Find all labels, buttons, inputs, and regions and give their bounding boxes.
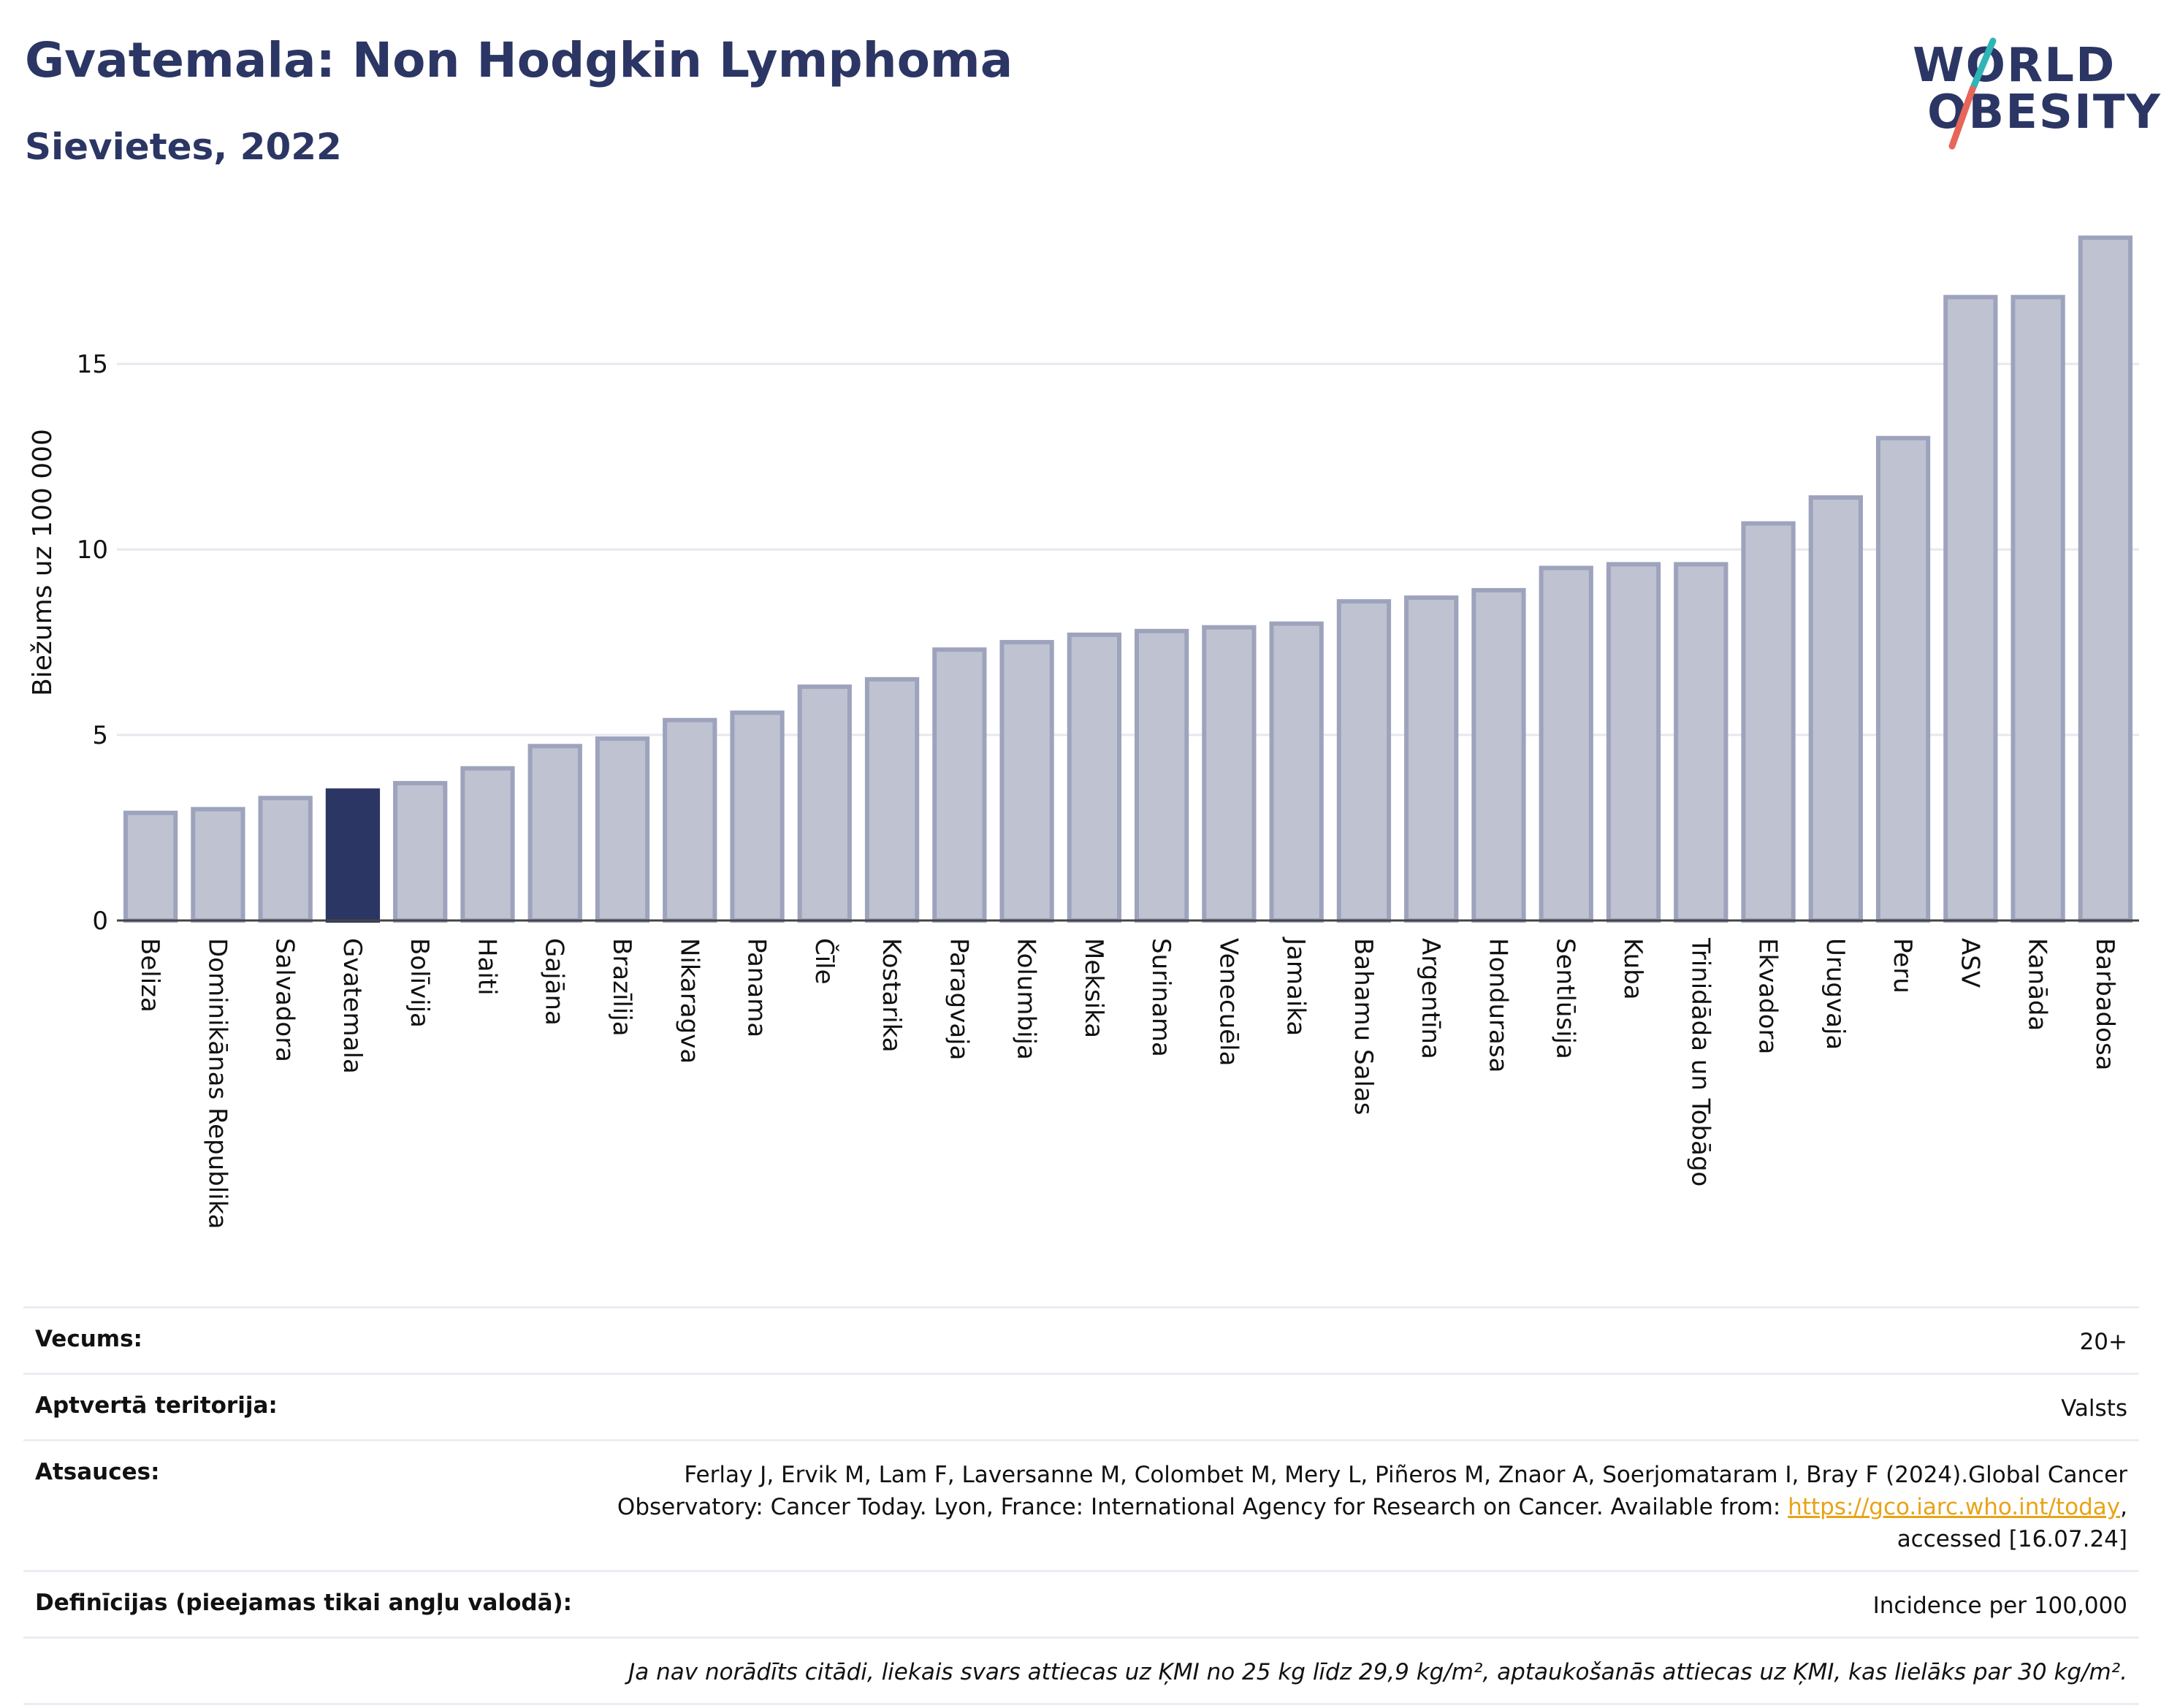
territory-label: Aptvertā teritorija:	[35, 1392, 278, 1419]
x-tick-label: Nikaragva	[674, 938, 704, 1064]
footnote: Ja nav norādīts citādi, liekais svars at…	[628, 1659, 2127, 1685]
bar-chart: 0 5 10 15 Beliza Dominikānas Republika Salvad…	[28, 235, 2139, 1229]
world-obesity-logo: WORLD OBESITY	[1899, 37, 2160, 153]
y-tick-label: 15	[77, 350, 108, 379]
definitions-label: Definīcijas (pieejamas tikai angļu valod…	[35, 1590, 573, 1616]
references-label: Atsauces:	[35, 1459, 160, 1485]
x-tick-label: Urugvaja	[1821, 938, 1850, 1050]
bar-panama	[730, 710, 785, 923]
info-row-territory: Aptvertā teritorija: Valsts	[23, 1373, 2139, 1439]
x-tick-label: Čīle	[809, 938, 839, 985]
bar-jamaika	[1269, 621, 1324, 923]
bar-čīle	[797, 685, 852, 923]
bar-sentlūsija	[1539, 565, 1593, 923]
x-tick-label: Venecuēla	[1213, 938, 1243, 1066]
x-tick-label: Jamaika	[1281, 937, 1311, 1036]
age-label: Vecums:	[35, 1326, 142, 1352]
bar-hondurasa	[1471, 587, 1526, 923]
definitions-value: Incidence per 100,000	[1872, 1593, 2127, 1619]
bar-trinidāda-un-tobāgo	[1674, 562, 1729, 923]
x-tick-label: Panama	[742, 938, 771, 1037]
x-tick-label: Argentīna	[1416, 938, 1445, 1059]
x-tick-label: Kostarika	[877, 938, 906, 1053]
bar-salvadora	[258, 796, 313, 923]
bar-barbadosa	[2078, 235, 2133, 923]
x-tick-label: Bahamu Salas	[1349, 938, 1378, 1115]
bar-kolumbija	[999, 640, 1054, 923]
x-tick-label: Peru	[1888, 938, 1917, 994]
bar-urugvaja	[1808, 495, 1863, 923]
bar-meksika	[1067, 632, 1122, 923]
bar-haiti	[460, 766, 515, 923]
references-value: Ferlay J, Ervik M, Lam F, Laversanne M, …	[557, 1459, 2127, 1555]
x-tick-label: Kuba	[1618, 938, 1647, 1000]
bar-paragvaja	[932, 647, 987, 923]
bar-kuba	[1606, 562, 1661, 923]
x-tick-label: Salvadora	[270, 938, 300, 1062]
bar-nikaragva	[663, 717, 717, 923]
x-tick-label: Ekvadora	[1753, 938, 1783, 1054]
chart-subtitle: Sievietes, 2022	[25, 126, 342, 168]
bar-ekvadora	[1741, 521, 1796, 923]
x-tick-label: Haiti	[472, 938, 501, 996]
y-axis-ticks: 0 5 10 15	[77, 350, 108, 936]
bar-brazīlija	[595, 736, 650, 923]
y-axis-label: Biežums uz 100 000	[28, 429, 58, 696]
logo-word-world: WORLD	[1913, 39, 2116, 93]
x-tick-label: Beliza	[135, 938, 164, 1013]
bar-gvatemala	[325, 788, 381, 923]
logo-slash-icon	[1948, 37, 1997, 150]
x-axis-labels: Beliza Dominikānas Republika Salvadora Gvat…	[135, 937, 2119, 1229]
references-link[interactable]: https://gco.iarc.who.int/today	[1788, 1494, 2121, 1520]
x-tick-label: Hondurasa	[1483, 938, 1512, 1072]
x-tick-label: Bolīvija	[405, 938, 434, 1028]
x-tick-label: Brazīlija	[607, 938, 636, 1037]
x-tick-label: Meksika	[1079, 938, 1108, 1038]
gridlines	[117, 362, 2139, 736]
x-tick-label: Gvatemala	[338, 938, 367, 1074]
x-tick-label: Sentlūsija	[1551, 938, 1580, 1059]
references-text-end: , accessed [16.07.24]	[1897, 1494, 2127, 1552]
bar-venecuēla	[1202, 625, 1257, 923]
y-tick-label: 5	[92, 721, 108, 750]
x-tick-label: Trinidāda un Tobāgo	[1685, 937, 1715, 1186]
references-text: Ferlay J, Ervik M, Lam F, Laversanne M, …	[617, 1462, 2127, 1520]
x-tick-label: ASV	[1955, 938, 1984, 988]
bar-asv	[1943, 294, 1998, 923]
y-tick-label: 0	[92, 907, 108, 936]
info-table: Vecums: 20+ Aptvertā teritorija: Valsts …	[23, 1306, 2139, 1705]
bar-dominikānas-republika	[191, 807, 245, 923]
info-row-age: Vecums: 20+	[23, 1306, 2139, 1373]
x-tick-label: Gajāna	[540, 938, 569, 1026]
bar-gajāna	[527, 744, 582, 923]
x-tick-label: Kanāda	[2023, 938, 2052, 1031]
x-tick-label: Surinama	[1146, 938, 1175, 1057]
bar-bahamu-salas	[1336, 599, 1392, 923]
bar-bolīvija	[393, 781, 448, 923]
bar-beliza	[123, 810, 178, 923]
x-tick-label: Kolumbija	[1012, 938, 1041, 1060]
bar-peru	[1875, 435, 1931, 923]
info-row-definitions: Definīcijas (pieejamas tikai angļu valod…	[23, 1570, 2139, 1636]
bar-kostarika	[864, 676, 920, 923]
bar-argentīna	[1404, 595, 1459, 923]
info-row-references: Atsauces: Ferlay J, Ervik M, Lam F, Lave…	[23, 1439, 2139, 1570]
info-row-note: Ja nav norādīts citādi, liekais svars at…	[23, 1636, 2139, 1705]
territory-value: Valsts	[2061, 1395, 2127, 1422]
y-tick-label: 10	[77, 535, 108, 565]
x-tick-label: Dominikānas Republika	[202, 938, 232, 1229]
age-value: 20+	[2079, 1329, 2127, 1355]
chart-title: Gvatemala: Non Hodgkin Lymphoma	[25, 32, 1013, 88]
bar-kanāda	[2011, 294, 2065, 923]
x-tick-label: Barbadosa	[2090, 938, 2119, 1071]
x-tick-label: Paragvaja	[944, 938, 973, 1060]
bars	[117, 235, 2139, 923]
bar-surinama	[1134, 628, 1189, 923]
